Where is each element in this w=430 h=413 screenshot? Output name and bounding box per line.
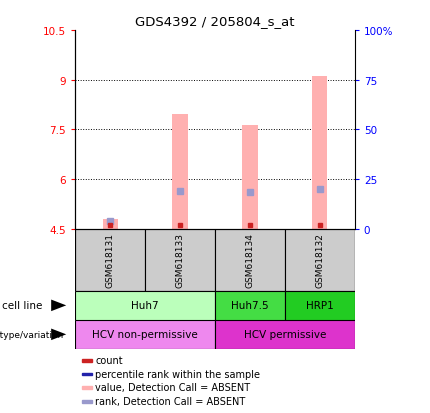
Bar bbox=[83, 373, 92, 375]
Text: genotype/variation: genotype/variation bbox=[0, 330, 64, 339]
Bar bbox=[215, 229, 285, 291]
Title: GDS4392 / 205804_s_at: GDS4392 / 205804_s_at bbox=[135, 15, 295, 28]
Bar bbox=[83, 400, 92, 403]
Text: GSM618131: GSM618131 bbox=[106, 233, 115, 287]
Text: value, Detection Call = ABSENT: value, Detection Call = ABSENT bbox=[95, 382, 250, 392]
Bar bbox=[83, 386, 92, 389]
Bar bbox=[312, 77, 328, 229]
Bar bbox=[285, 229, 355, 291]
Bar bbox=[215, 291, 285, 320]
Bar bbox=[145, 229, 215, 291]
Text: Huh7.5: Huh7.5 bbox=[231, 301, 269, 311]
Text: HCV non-permissive: HCV non-permissive bbox=[92, 330, 198, 339]
Text: percentile rank within the sample: percentile rank within the sample bbox=[95, 369, 260, 379]
Bar bbox=[102, 220, 118, 229]
Text: HRP1: HRP1 bbox=[306, 301, 334, 311]
Text: HCV permissive: HCV permissive bbox=[244, 330, 326, 339]
Bar bbox=[172, 114, 188, 229]
Bar bbox=[242, 126, 258, 229]
Text: cell line: cell line bbox=[3, 301, 43, 311]
Bar bbox=[215, 320, 355, 349]
Bar bbox=[75, 229, 145, 291]
Bar bbox=[75, 320, 215, 349]
Text: GSM618133: GSM618133 bbox=[175, 233, 184, 287]
Polygon shape bbox=[51, 329, 66, 340]
Text: Huh7: Huh7 bbox=[131, 301, 159, 311]
Text: rank, Detection Call = ABSENT: rank, Detection Call = ABSENT bbox=[95, 396, 246, 406]
Text: GSM618132: GSM618132 bbox=[315, 233, 324, 287]
Text: GSM618134: GSM618134 bbox=[246, 233, 255, 287]
Text: count: count bbox=[95, 356, 123, 366]
Bar bbox=[83, 359, 92, 362]
Bar bbox=[285, 291, 355, 320]
Polygon shape bbox=[51, 300, 66, 311]
Bar bbox=[75, 291, 215, 320]
